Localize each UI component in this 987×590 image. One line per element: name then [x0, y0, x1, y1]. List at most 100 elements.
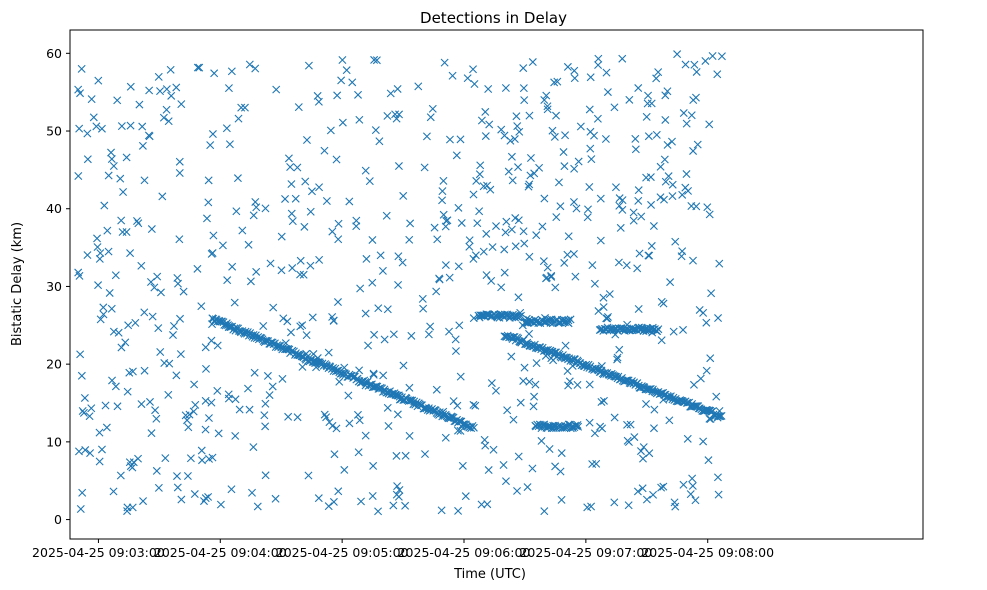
data-point — [717, 52, 726, 61]
data-point — [543, 102, 552, 111]
data-point — [481, 132, 490, 141]
data-point — [213, 386, 222, 395]
data-point — [654, 68, 663, 77]
data-point — [705, 120, 714, 129]
data-point — [407, 331, 416, 340]
data-point — [525, 111, 534, 120]
x-tick-label: 2025-04-25 09:08:00 — [641, 545, 774, 560]
data-point — [657, 336, 666, 345]
data-point — [506, 136, 515, 145]
data-point — [123, 387, 132, 396]
data-point — [134, 219, 143, 228]
data-point — [330, 450, 339, 459]
data-point — [156, 288, 165, 297]
data-point — [322, 196, 331, 205]
data-point — [134, 454, 143, 463]
x-tick-label: 2025-04-25 09:04:00 — [154, 545, 287, 560]
data-point — [389, 501, 398, 510]
data-point — [618, 54, 627, 63]
data-point — [230, 298, 239, 307]
data-point — [250, 368, 259, 377]
data-point — [190, 380, 199, 389]
data-point — [223, 276, 232, 285]
data-point — [573, 420, 582, 429]
data-point — [193, 63, 202, 72]
data-point — [663, 87, 672, 96]
data-point — [463, 74, 472, 83]
data-point — [465, 242, 474, 251]
data-point — [488, 243, 497, 252]
data-point — [681, 60, 690, 69]
data-point — [94, 281, 103, 290]
data-point — [395, 485, 404, 494]
data-point — [202, 214, 211, 223]
data-point — [101, 401, 110, 410]
data-point — [652, 74, 661, 83]
data-point — [370, 330, 379, 339]
data-point — [634, 186, 643, 195]
data-point — [465, 236, 474, 245]
data-point — [471, 251, 480, 260]
data-point — [501, 477, 510, 486]
data-point — [76, 504, 85, 513]
data-point — [475, 170, 484, 179]
data-point — [245, 405, 254, 414]
data-point — [469, 254, 478, 263]
data-point — [260, 411, 269, 420]
data-point — [177, 100, 186, 109]
data-point — [610, 103, 619, 112]
data-point — [328, 227, 337, 236]
data-point — [707, 289, 716, 298]
data-point — [379, 371, 388, 380]
data-point — [235, 405, 244, 414]
data-point — [193, 264, 202, 273]
data-point — [392, 490, 401, 499]
data-point — [244, 240, 253, 249]
data-point — [213, 341, 222, 350]
data-point — [183, 416, 192, 425]
data-point — [103, 226, 112, 235]
data-point — [344, 391, 353, 400]
data-point — [286, 163, 295, 171]
data-point — [637, 212, 646, 221]
data-point — [94, 76, 103, 85]
data-point — [176, 314, 185, 323]
data-point — [540, 507, 549, 516]
data-point — [314, 494, 323, 503]
data-point — [583, 503, 592, 512]
data-point — [96, 249, 105, 258]
data-point — [625, 95, 634, 104]
data-point — [150, 283, 159, 292]
data-point — [690, 60, 699, 69]
data-point — [181, 411, 190, 420]
data-point — [175, 169, 184, 177]
data-point — [547, 271, 556, 280]
data-point — [596, 236, 605, 245]
data-point — [682, 170, 691, 179]
data-point — [197, 446, 206, 455]
data-point — [306, 261, 315, 270]
data-point — [126, 82, 135, 91]
data-point — [520, 96, 529, 105]
data-point — [139, 497, 148, 506]
data-point — [315, 255, 324, 264]
data-point — [499, 460, 508, 469]
data-point — [469, 190, 478, 199]
data-point — [557, 449, 566, 458]
data-point — [529, 402, 538, 411]
data-point — [516, 398, 525, 407]
data-point — [76, 350, 85, 359]
data-point — [532, 231, 541, 240]
data-point — [654, 325, 663, 334]
x-tick-label: 2025-04-25 09:06:00 — [398, 545, 531, 560]
data-point — [383, 403, 392, 412]
data-point — [563, 367, 572, 376]
data-point — [670, 498, 679, 507]
data-point — [590, 279, 599, 288]
data-point — [678, 247, 687, 256]
data-point — [332, 424, 341, 433]
data-point — [324, 348, 333, 357]
data-point — [445, 135, 454, 144]
data-point — [713, 411, 722, 420]
